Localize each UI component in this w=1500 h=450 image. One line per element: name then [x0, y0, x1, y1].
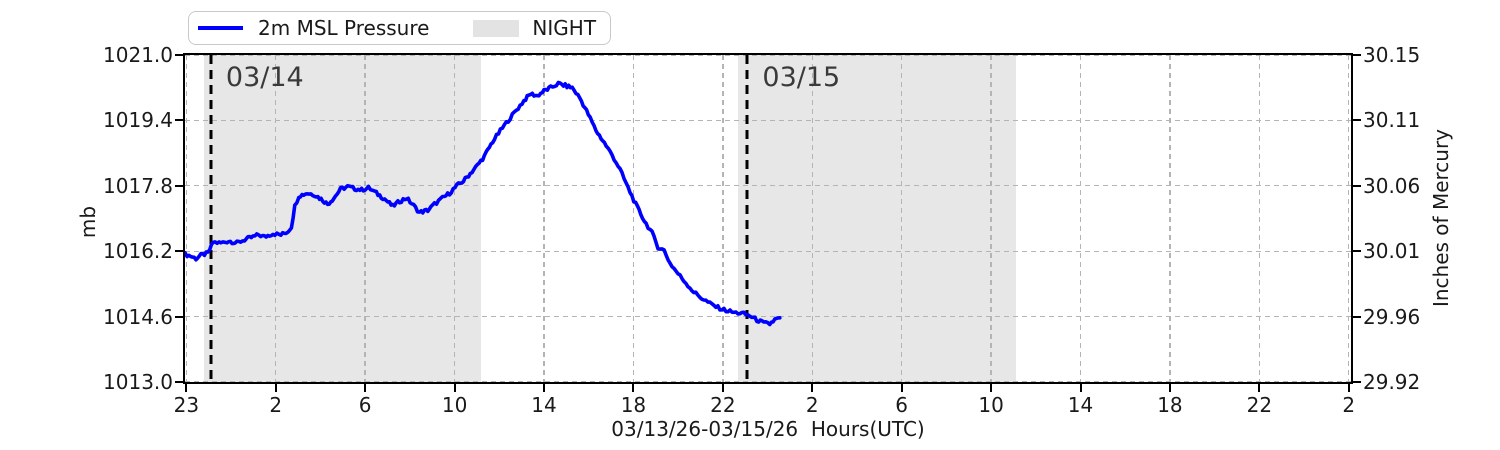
- x-tick-label: 6: [358, 393, 372, 417]
- x-tick-label: 2: [269, 393, 283, 417]
- x-tick-label: 18: [620, 393, 647, 417]
- x-tick-label: 2: [805, 393, 819, 417]
- left-tick-label: 1019.4: [103, 108, 173, 133]
- right-tick-label: 30.01: [1363, 239, 1421, 264]
- x-tick-mark: [632, 384, 635, 392]
- x-gridline: [364, 55, 366, 382]
- right-tick-label: 29.92: [1363, 370, 1421, 394]
- left-tick-mark: [175, 119, 183, 122]
- left-tick-label: 1013.0: [103, 370, 173, 394]
- plot-area: 03/14 03/15: [183, 53, 1353, 384]
- x-gridline: [722, 55, 724, 382]
- y-gridline: [185, 381, 1351, 382]
- right-tick-mark: [1353, 381, 1361, 383]
- x-tick-mark: [274, 384, 277, 392]
- y-gridline: [185, 185, 1351, 187]
- x-tick-mark: [900, 384, 903, 392]
- legend-label-night: NIGHT: [532, 16, 597, 40]
- day-boundary-line: [209, 55, 213, 382]
- right-tick-mark: [1353, 250, 1361, 253]
- x-tick-mark: [721, 384, 724, 392]
- y-gridline: [185, 250, 1351, 252]
- left-tick-label: 1021.0: [103, 43, 173, 67]
- legend-line-swatch: [198, 26, 243, 30]
- night-shading-region: [738, 55, 1016, 382]
- x-tick-mark: [453, 384, 456, 392]
- x-tick-label: 18: [1157, 393, 1183, 417]
- x-tick-label: 23: [173, 393, 200, 417]
- night-shading-region: [204, 55, 482, 382]
- legend-label-pressure: 2m MSL Pressure: [258, 16, 430, 40]
- x-gridline: [275, 55, 277, 382]
- left-tick-label: 1014.6: [103, 304, 173, 329]
- x-gridline: [900, 55, 903, 382]
- right-tick-label: 29.96: [1363, 304, 1421, 329]
- left-axis-title: mb: [76, 205, 100, 239]
- right-axis-title: Inches of Mercury: [1429, 128, 1453, 308]
- x-tick-mark: [1168, 384, 1171, 392]
- left-tick-mark: [175, 381, 183, 383]
- right-tick-mark: [1353, 119, 1361, 122]
- x-tick-mark: [543, 384, 545, 392]
- y-gridline: [185, 119, 1351, 122]
- right-tick-mark: [1353, 54, 1361, 56]
- x-tick-label: 10: [441, 393, 468, 417]
- y-gridline: [185, 55, 1351, 56]
- x-tick-mark: [1258, 384, 1261, 392]
- x-tick-label: 22: [1246, 393, 1273, 417]
- left-tick-label: 1016.2: [103, 239, 173, 264]
- x-tick-label: 14: [1067, 393, 1094, 417]
- right-tick-label: 30.15: [1363, 43, 1421, 67]
- x-gridline: [543, 55, 545, 382]
- right-tick-label: 30.11: [1363, 108, 1421, 133]
- date-annotation: 03/15: [762, 62, 841, 93]
- right-tick-mark: [1353, 315, 1361, 318]
- y-gridline: [185, 315, 1351, 318]
- x-tick-label: 14: [531, 393, 557, 417]
- x-tick-mark: [990, 384, 993, 392]
- pressure-curve-canvas: [185, 80, 782, 327]
- x-gridline: [185, 55, 188, 382]
- x-tick-mark: [185, 384, 188, 392]
- legend: 2m MSL Pressure NIGHT: [188, 11, 612, 45]
- x-gridline: [1258, 55, 1261, 382]
- x-gridline: [1169, 55, 1171, 382]
- x-gridline: [1079, 55, 1082, 382]
- x-tick-mark: [811, 384, 814, 392]
- x-tick-mark: [1079, 384, 1082, 392]
- x-tick-label: 6: [895, 393, 909, 417]
- x-gridline: [453, 55, 456, 382]
- plot-inner: 03/14 03/15: [185, 55, 1351, 382]
- date-annotation: 03/14: [225, 62, 304, 93]
- x-gridline: [990, 55, 992, 382]
- left-tick-mark: [175, 54, 183, 56]
- right-tick-label: 30.06: [1363, 173, 1421, 198]
- left-tick-mark: [175, 315, 183, 318]
- left-tick-mark: [175, 250, 183, 253]
- pressure-line: [185, 80, 782, 327]
- x-tick-mark: [364, 384, 367, 392]
- x-tick-label: 10: [978, 393, 1004, 417]
- legend-night-swatch: [473, 19, 520, 37]
- x-gridline: [1348, 55, 1350, 382]
- x-axis-title: 03/13/26-03/15/26 Hours(UTC): [611, 417, 925, 441]
- day-boundary-line: [745, 55, 749, 382]
- right-tick-mark: [1353, 184, 1361, 187]
- x-gridline: [632, 55, 635, 382]
- x-tick-mark: [1347, 384, 1350, 392]
- left-tick-label: 1017.8: [103, 173, 173, 198]
- x-tick-label: 2: [1342, 393, 1356, 417]
- left-tick-mark: [175, 184, 183, 187]
- x-tick-label: 22: [710, 393, 736, 417]
- x-gridline: [811, 55, 813, 382]
